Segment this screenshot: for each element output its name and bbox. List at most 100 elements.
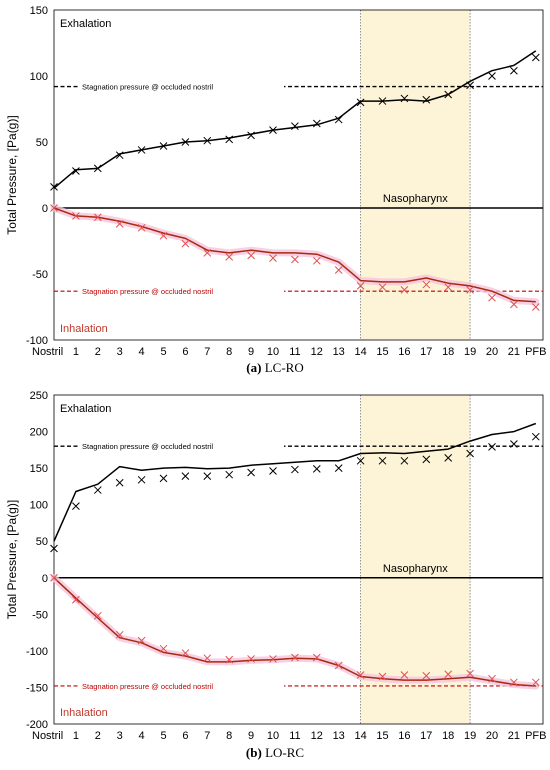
y-axis-label: Total Pressure, [Pa(g)] [5,115,19,234]
data-point-marker [225,252,234,261]
data-point-marker [137,475,146,484]
x-tick-label: 18 [442,730,454,742]
x-tick-label: 9 [248,730,254,742]
data-point-marker [181,138,190,146]
data-point-marker [50,544,58,553]
x-tick-label: 4 [139,730,145,742]
data-point-marker [400,456,409,465]
x-tick-label: 5 [160,346,166,358]
plot-frame [53,394,544,725]
x-tick-label: 20 [486,730,498,742]
y-tick-label: -200 [26,719,48,731]
stagnation-label-bg [79,286,284,297]
y-tick-label: 0 [42,573,48,585]
data-point-marker [247,468,255,477]
x-tick-label: 8 [226,730,232,742]
stagnation-label-bg [79,680,284,691]
y-tick-label: 200 [30,427,48,439]
x-tick-label: 4 [139,346,145,358]
data-point-marker [291,465,299,474]
x-tick-label: 7 [204,730,210,742]
data-point-marker [510,440,518,448]
data-point-marker [93,486,102,494]
x-tick-label: 17 [420,730,432,742]
x-tick-label: 6 [182,346,188,358]
data-point-marker [334,464,343,472]
data-point-marker [291,255,299,264]
data-point-marker [137,223,146,232]
x-tick-label: 19 [464,730,476,742]
exhalation-label: Exhalation [60,403,111,415]
x-tick-label: 3 [117,346,123,358]
data-point-marker [203,472,212,481]
region-label: Nasopharynx [383,193,448,205]
data-point-marker [50,573,58,582]
data-point-marker [466,285,474,294]
data-point-marker [225,135,234,144]
x-tick-label: 11 [289,346,300,358]
x-tick-label: 21 [508,346,520,358]
data-point-marker [312,256,321,265]
data-point-marker [378,672,387,681]
caption-b: (b) LO-RC [0,745,550,761]
data-point-marker [93,213,102,222]
stagnation-label: Stagnation pressure @ occluded nostril [82,442,213,451]
data-point-marker [137,146,146,154]
data-point-marker [203,654,212,663]
y-tick-label: -100 [26,335,48,347]
stagnation-label: Stagnation pressure @ occluded nostril [82,287,213,296]
x-tick-label: 10 [267,346,279,358]
x-tick-label: 13 [333,346,345,358]
y-tick-label: 50 [36,137,48,149]
data-point-marker [356,282,365,290]
data-point-marker [531,432,540,441]
data-point-marker [291,122,299,131]
caption-b-letter: (b) [245,745,262,760]
exhalation-markers [50,53,540,191]
x-tick-label: 19 [464,346,476,358]
inhalation-line [53,577,536,687]
caption-b-text: LO-RC [265,745,305,760]
x-tick-label: 20 [486,346,498,358]
exhalation-label: Exhalation [60,18,111,30]
data-point-marker [378,283,387,292]
inhalation-label: Inhalation [60,707,108,719]
data-point-marker [269,126,277,134]
data-point-marker [115,151,124,160]
x-tick-label: 10 [267,730,279,742]
data-point-marker [159,644,168,653]
x-tick-label: 17 [420,346,432,358]
data-point-marker [115,478,124,487]
y-tick-label: 150 [30,5,48,17]
data-point-marker [203,249,212,257]
data-point-marker [334,115,343,124]
x-tick-label: 3 [117,730,123,742]
data-point-marker [510,300,518,309]
data-point-marker [531,303,540,311]
stagnation-label: Stagnation pressure @ occluded nostril [82,83,213,92]
data-point-marker [72,212,80,220]
data-point-marker [466,81,474,90]
x-tick-label: 13 [333,730,345,742]
y-tick-label: -50 [32,269,48,281]
data-point-marker [247,131,255,140]
data-point-marker [356,456,365,465]
data-point-marker [356,671,365,679]
data-point-marker [400,285,409,294]
x-tick-label: 16 [398,346,410,358]
data-point-marker [444,454,453,462]
x-tick-label: 5 [160,730,166,742]
data-point-marker [312,653,321,662]
data-point-marker [181,239,190,248]
exhalation-line [53,422,537,542]
y-tick-label: 150 [30,463,48,475]
stagnation-label-bg [79,441,284,452]
data-point-marker [291,653,299,662]
data-point-marker [488,674,496,683]
y-tick-label: -150 [26,682,48,694]
data-point-marker [444,670,453,679]
data-point-marker [312,119,321,128]
data-point-marker [422,280,431,289]
data-point-marker [225,470,234,479]
y-axis-label: Total Pressure, [Pa(g)] [5,500,19,619]
